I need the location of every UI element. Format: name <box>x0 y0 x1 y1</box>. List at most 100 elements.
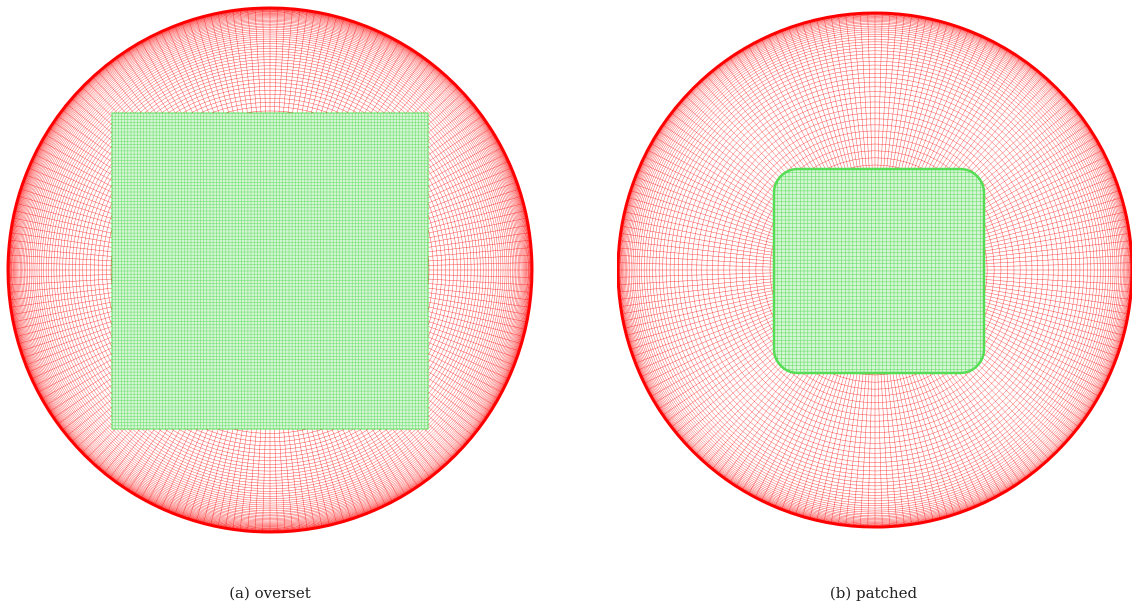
overset-ring <box>78 78 462 462</box>
overset-ring <box>62 62 478 478</box>
patched-ring <box>649 44 1101 496</box>
overset-ring <box>25 25 515 515</box>
overset-ring <box>9 9 531 531</box>
overset-ring <box>14 14 526 526</box>
patched-ring <box>666 61 1084 479</box>
overset-ring <box>53 53 487 487</box>
panel-overset: (a) overset <box>0 0 540 613</box>
overset-ring <box>56 56 484 484</box>
patched-ring <box>646 41 1104 499</box>
patched-ring <box>621 16 1129 524</box>
patched-ring <box>701 96 1049 444</box>
patched-ring <box>638 33 1112 507</box>
overset-ring <box>12 12 528 528</box>
patched-ring <box>669 64 1081 476</box>
patched-ring <box>678 73 1072 467</box>
overset-ring <box>98 98 442 442</box>
patched-ring <box>652 47 1098 493</box>
overset-ring <box>59 59 481 481</box>
overset-ring <box>82 82 458 458</box>
patched-ring <box>623 18 1127 522</box>
overset-ring <box>10 10 530 530</box>
patched-ring <box>673 68 1077 472</box>
patched-ring <box>696 91 1054 449</box>
overset-ring <box>15 15 525 525</box>
overset-ring <box>10 10 530 530</box>
overset-mesh-diagram <box>6 6 534 534</box>
overset-ring <box>18 18 522 522</box>
overset-ring <box>11 11 529 529</box>
patched-ring <box>636 31 1114 509</box>
patched-ring <box>643 38 1107 502</box>
overset-ring <box>27 27 513 513</box>
patched-outer-grid <box>617 11 1132 529</box>
patched-mesh-diagram <box>617 11 1132 529</box>
overset-ring <box>30 30 510 510</box>
overset-ring <box>65 65 475 475</box>
overset-ring <box>48 48 492 492</box>
overset-ring <box>34 34 506 506</box>
overset-ring <box>36 36 504 504</box>
overset-ring <box>43 43 497 497</box>
overset-ring <box>17 17 523 523</box>
patched-ring <box>662 57 1088 483</box>
patched-ring <box>755 150 995 390</box>
patched-ring <box>742 137 1008 403</box>
caption-patched: (b) patched <box>829 584 918 602</box>
overset-ring <box>19 19 521 521</box>
overset-ring <box>86 86 454 454</box>
patched-ring <box>620 15 1130 525</box>
patched-ring <box>712 107 1038 433</box>
panel-patched: (b) patched <box>612 0 1135 613</box>
overset-ring <box>24 24 516 516</box>
patched-ring <box>626 21 1124 519</box>
overset-ring <box>29 29 511 511</box>
patched-ring <box>632 27 1118 513</box>
patched-ring <box>627 22 1123 518</box>
patched-ring <box>641 36 1109 504</box>
patched-ring <box>620 15 1130 525</box>
overset-ring <box>22 22 518 518</box>
overset-ring <box>68 68 472 472</box>
patched-core-block <box>772 167 986 375</box>
patched-ring <box>706 101 1044 439</box>
overset-ring <box>32 32 508 508</box>
overset-ring <box>90 90 450 450</box>
overset-ring <box>45 45 495 495</box>
patched-ring <box>691 86 1059 454</box>
overset-ring <box>16 16 524 524</box>
overset-ring <box>51 51 489 489</box>
overset-ring <box>106 106 434 434</box>
patched-ring <box>630 25 1120 515</box>
patched-ring <box>686 81 1064 459</box>
overset-ring <box>75 75 465 465</box>
patched-ring <box>634 29 1116 511</box>
patched-ring <box>748 143 1002 397</box>
overset-ring <box>21 21 519 519</box>
patched-ring <box>622 17 1128 523</box>
patched-ring <box>735 130 1015 410</box>
overset-ring <box>41 41 499 499</box>
overset-ring <box>93 93 447 447</box>
patched-radial-lines <box>618 13 1132 527</box>
patched-ring <box>729 124 1021 416</box>
patched-ring <box>655 50 1095 490</box>
caption-overset: (a) overset <box>229 584 311 602</box>
overset-ring <box>72 72 468 468</box>
patched-ring <box>624 19 1126 521</box>
patched-ring <box>682 77 1068 463</box>
patched-outer-boundary <box>617 11 1132 529</box>
overset-ring <box>12 12 528 528</box>
patched-ring <box>619 14 1131 526</box>
patched-core-grid <box>774 169 984 373</box>
patched-ring <box>762 157 988 383</box>
patched-ring <box>723 118 1027 422</box>
patched-ring <box>658 53 1092 487</box>
patched-ring <box>629 24 1121 516</box>
overset-cartesian-block <box>111 112 429 430</box>
overset-ring <box>38 38 502 502</box>
overset-block-grid <box>111 112 429 430</box>
overset-ring <box>102 102 438 438</box>
overset-ring <box>13 13 527 527</box>
overset-outer-boundary <box>6 6 534 534</box>
